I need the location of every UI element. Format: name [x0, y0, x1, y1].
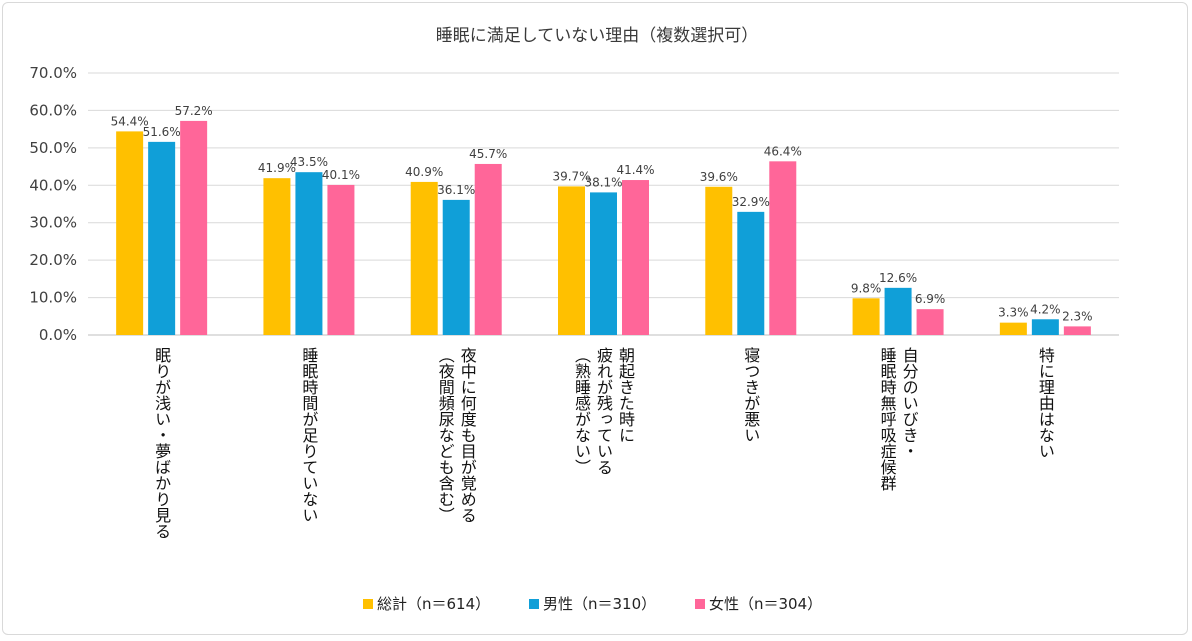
bar	[295, 172, 323, 335]
bar	[769, 161, 797, 335]
data-label: 38.1%	[584, 175, 622, 189]
bar	[590, 192, 617, 335]
y-tick-label: 0.0%	[39, 326, 77, 344]
data-label: 40.1%	[322, 168, 360, 182]
legend-swatch	[363, 599, 373, 609]
data-label: 54.4%	[111, 114, 149, 128]
category-label: 睡眠時間が足りていない	[299, 347, 318, 523]
bar	[852, 298, 880, 335]
data-label: 6.9%	[915, 292, 946, 306]
bar	[263, 178, 291, 335]
bar	[916, 309, 944, 335]
category-label-line: 自分のいびき・	[900, 347, 919, 459]
bar	[180, 120, 208, 335]
legend-label: 男性（n＝310）	[543, 595, 656, 613]
category-label: 眠りが浅い・夢ばかり見る	[152, 347, 171, 539]
category-label-line: 眠りが浅い・夢ばかり見る	[152, 347, 171, 539]
data-label: 4.2%	[1030, 302, 1061, 316]
legend-swatch	[695, 599, 705, 609]
data-label: 41.9%	[258, 161, 296, 175]
category-label: 夜中に何度も目が覚める（夜間頻尿なども含む）	[436, 347, 477, 523]
bar	[410, 181, 438, 335]
bars	[116, 120, 1091, 335]
bar	[622, 180, 649, 335]
data-label: 12.6%	[879, 271, 917, 285]
bar	[884, 287, 912, 335]
data-label: 32.9%	[732, 195, 770, 209]
category-label-line: 睡眠時間が足りていない	[299, 347, 318, 523]
bar	[558, 186, 585, 335]
bar	[474, 163, 502, 335]
data-label: 43.5%	[290, 155, 328, 169]
bar	[442, 199, 470, 335]
category-label-line: 朝起きた時に	[616, 347, 635, 443]
data-label: 45.7%	[469, 147, 507, 161]
bar	[737, 211, 765, 335]
chart-title: 睡眠に満足していない理由（複数選択可）	[436, 26, 759, 46]
data-label: 51.6%	[143, 125, 181, 139]
legend-label: 総計（n＝614）	[377, 595, 490, 613]
data-label: 9.8%	[851, 281, 882, 295]
data-label: 39.6%	[700, 170, 738, 184]
category-label: 特に理由はない	[1036, 347, 1055, 459]
data-label: 57.2%	[175, 104, 213, 118]
category-label-line: （夜間頻尿なども含む）	[436, 347, 455, 523]
category-label-line: 睡眠時無呼吸症候群	[878, 347, 897, 491]
category-label-line: 寝つきが悪い	[741, 346, 760, 443]
data-label: 46.4%	[764, 144, 802, 158]
data-labels: 54.4%51.6% 57.2% 41.9%43.5%40.1% 40.9% 36.1%…	[111, 104, 1093, 323]
bar	[705, 186, 733, 335]
y-tick-label: 50.0%	[29, 139, 77, 157]
bar	[999, 322, 1027, 335]
bar	[1031, 319, 1059, 335]
bar	[116, 131, 144, 335]
x-axis-categories: 眠りが浅い・夢ばかり見る 睡眠時間が足りていない 夜中に何度も目が覚める（夜間頻尿な…	[152, 346, 1055, 539]
y-tick-label: 40.0%	[29, 176, 77, 194]
y-tick-label: 20.0%	[29, 251, 77, 269]
legend-swatch	[529, 599, 539, 609]
y-tick-label: 70.0%	[29, 64, 77, 82]
data-label: 39.7%	[552, 169, 590, 183]
y-axis: 0.0% 10.0% 20.0% 30.0% 40.0% 50.0% 60.0% 70.0%	[29, 64, 77, 344]
bar	[1063, 326, 1091, 335]
category-label: 寝つきが悪い	[741, 346, 760, 443]
bar	[148, 141, 176, 335]
data-label: 2.3%	[1062, 309, 1093, 323]
legend-label: 女性（n＝304）	[709, 595, 822, 613]
y-tick-label: 10.0%	[29, 289, 77, 307]
y-tick-label: 30.0%	[29, 214, 77, 232]
legend: 総計（n＝614） 男性（n＝310） 女性（n＝304）	[363, 595, 822, 613]
bar-chart: 睡眠に満足していない理由（複数選択可） 0.0% 10.0% 20.0% 30.0% 4…	[29, 26, 1119, 613]
data-label: 3.3%	[998, 306, 1029, 320]
y-tick-label: 60.0%	[29, 101, 77, 119]
bar	[327, 184, 355, 335]
data-label: 40.9%	[405, 165, 443, 179]
data-label: 41.4%	[616, 163, 654, 177]
category-label: 自分のいびき・睡眠時無呼吸症候群	[878, 347, 919, 491]
category-label-line: 夜中に何度も目が覚める	[458, 347, 477, 523]
category-label-line: （熟睡感がない）	[572, 347, 591, 475]
category-label-line: 特に理由はない	[1036, 347, 1055, 459]
data-label: 36.1%	[437, 183, 475, 197]
category-label-line: 疲れが残っている	[594, 347, 613, 475]
